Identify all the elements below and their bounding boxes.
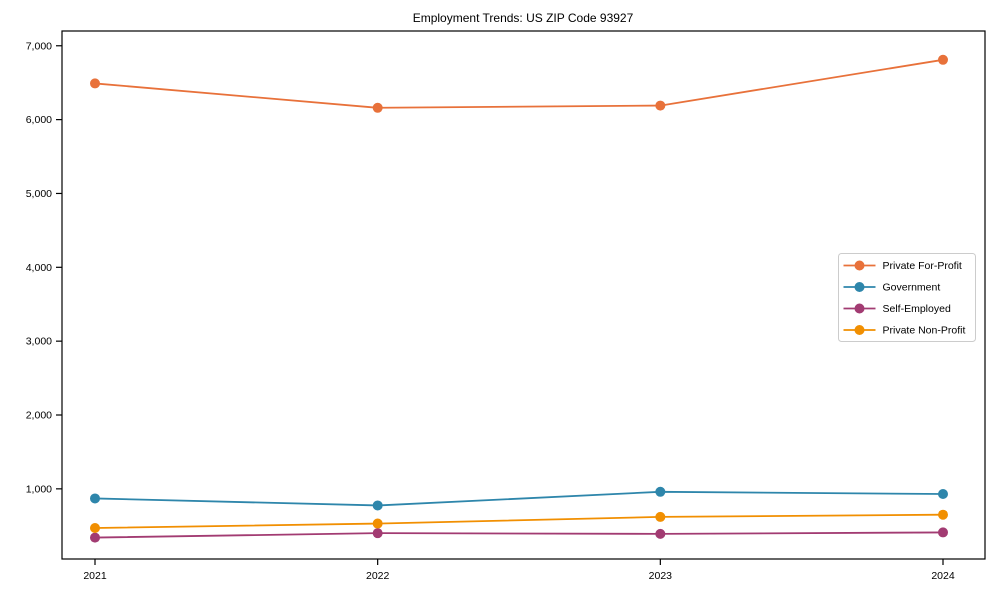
legend-item: Self-Employed xyxy=(843,303,951,315)
plot-border xyxy=(61,30,986,560)
y-tick-label: 7,000 xyxy=(26,40,52,52)
legend-item: Private For-Profit xyxy=(843,260,962,272)
y-tick-label: 6,000 xyxy=(26,114,52,126)
legend-marker-icon xyxy=(854,260,865,271)
legend-marker-icon xyxy=(854,282,865,292)
data-point-marker xyxy=(372,528,383,539)
series-layer xyxy=(90,54,948,543)
legend-item-label: Private For-Profit xyxy=(883,260,962,272)
data-point-marker xyxy=(938,509,948,520)
y-tick-label: 5,000 xyxy=(26,188,52,200)
data-point-marker xyxy=(372,518,383,529)
y-tick-label: 3,000 xyxy=(26,336,52,348)
line-series xyxy=(94,531,944,539)
y-tick-label: 2,000 xyxy=(26,410,52,422)
data-point-marker xyxy=(90,78,100,89)
line-series xyxy=(94,490,944,507)
legend-item: Government xyxy=(843,282,941,294)
data-point-marker xyxy=(655,511,666,522)
line-series xyxy=(94,513,944,529)
legend-item-label: Self-Employed xyxy=(883,303,951,315)
legend-item-label: Government xyxy=(883,282,941,294)
y-tick-label: 4,000 xyxy=(26,262,52,274)
legend-marker-icon xyxy=(854,303,865,314)
data-point-marker xyxy=(90,522,100,533)
legend: Private For-Profit Government Self-Employe… xyxy=(838,253,976,342)
x-tick-label: 2023 xyxy=(649,570,673,582)
legend-item: Private Non-Profit xyxy=(843,325,966,337)
data-point-marker xyxy=(90,532,100,543)
data-point-marker xyxy=(90,493,100,504)
legend-marker-icon xyxy=(854,325,865,335)
data-point-marker xyxy=(938,54,948,65)
data-point-marker xyxy=(372,500,383,511)
data-point-marker xyxy=(655,100,666,111)
axes: 1,000 2,000 3,000 4,000 5,000 6,000 7,000 2021 2… xyxy=(26,30,986,582)
y-tick-label: 1,000 xyxy=(26,483,52,495)
x-tick-label: 2021 xyxy=(83,570,107,582)
legend-item-label: Private Non-Profit xyxy=(883,325,966,337)
x-tick-label: 2024 xyxy=(931,570,955,582)
chart-title: Employment Trends: US ZIP Code 93927 xyxy=(413,11,634,25)
x-tick-label: 2022 xyxy=(366,570,390,582)
legend-box xyxy=(838,253,976,342)
data-point-marker xyxy=(655,528,666,539)
line-series xyxy=(94,58,944,109)
data-point-marker xyxy=(372,102,383,113)
data-point-marker xyxy=(655,486,666,497)
data-point-marker xyxy=(938,527,948,538)
data-point-marker xyxy=(938,489,948,500)
